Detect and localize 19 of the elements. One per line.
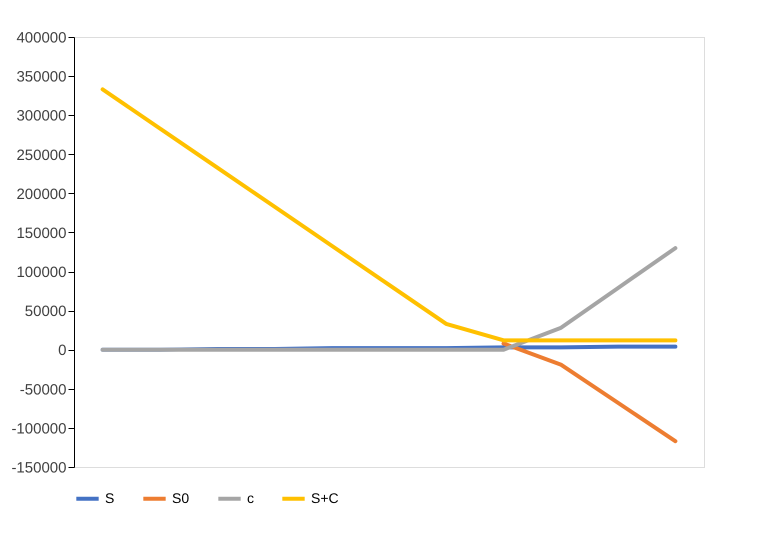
line-series: [502, 341, 678, 444]
y-tick-label: -150000: [11, 460, 66, 476]
y-tick-label: -50000: [20, 381, 66, 398]
legend-label: S0: [172, 490, 190, 506]
y-tick-label: -100000: [11, 420, 66, 438]
line-series: [100, 87, 678, 342]
y-tick-label: 400000: [16, 30, 66, 46]
y-tick-label: 200000: [16, 186, 66, 203]
line-series: [100, 246, 678, 352]
y-tick-label: 300000: [16, 108, 66, 125]
y-tick-label: 0: [58, 342, 66, 360]
y-tick-label: 350000: [16, 68, 66, 86]
y-tick-label: 100000: [16, 264, 66, 282]
y-tick-label: 250000: [16, 146, 66, 164]
legend-label: S+C: [311, 490, 339, 506]
legend-label: c: [247, 490, 254, 506]
y-tick-label: 50000: [24, 303, 66, 320]
y-tick-label: 150000: [16, 224, 66, 242]
legend-label: S: [105, 490, 114, 506]
